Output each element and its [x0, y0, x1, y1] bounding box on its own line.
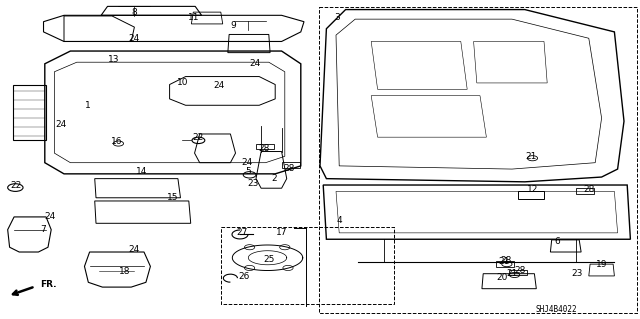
Text: 16: 16 — [111, 137, 123, 146]
Text: 2: 2 — [271, 174, 276, 182]
Text: 24: 24 — [241, 158, 253, 167]
Text: 24: 24 — [129, 34, 140, 43]
Text: 24: 24 — [213, 81, 225, 90]
Text: 24: 24 — [129, 245, 140, 254]
Text: 28: 28 — [284, 164, 295, 173]
Text: 28: 28 — [514, 266, 525, 275]
Text: SHJ4B4022: SHJ4B4022 — [536, 305, 578, 314]
Text: 9: 9 — [231, 21, 236, 30]
Text: 25: 25 — [263, 256, 275, 264]
Text: 24: 24 — [249, 59, 260, 68]
Text: 5: 5 — [246, 167, 251, 176]
Text: 28: 28 — [500, 256, 511, 265]
Text: 21: 21 — [499, 257, 510, 266]
Text: 10: 10 — [177, 78, 188, 87]
Text: 23: 23 — [247, 179, 259, 188]
Text: FR.: FR. — [40, 280, 57, 289]
Text: 26: 26 — [239, 272, 250, 281]
Text: 20: 20 — [497, 273, 508, 282]
Text: 28: 28 — [259, 144, 270, 153]
Bar — [509, 270, 527, 275]
Text: 13: 13 — [108, 56, 120, 64]
Text: 15: 15 — [167, 193, 179, 202]
Bar — [518, 191, 544, 199]
Text: 4: 4 — [337, 216, 342, 225]
Text: 7: 7 — [41, 225, 46, 234]
Text: 18: 18 — [119, 267, 131, 276]
Bar — [282, 162, 300, 168]
Text: 27: 27 — [236, 228, 248, 237]
Text: 14: 14 — [136, 167, 148, 176]
Bar — [256, 144, 274, 149]
Text: 23: 23 — [572, 269, 583, 278]
Text: 11: 11 — [188, 13, 199, 22]
Bar — [319, 7, 637, 313]
Bar — [221, 227, 394, 304]
Text: 19: 19 — [596, 260, 607, 269]
Text: 3: 3 — [335, 13, 340, 22]
Text: 24: 24 — [44, 212, 56, 221]
Text: 12: 12 — [527, 185, 538, 194]
Bar — [576, 188, 594, 194]
Text: 24: 24 — [55, 120, 67, 129]
Text: 22: 22 — [193, 133, 204, 142]
Text: 6: 6 — [554, 237, 559, 246]
Text: 21: 21 — [506, 269, 518, 278]
Bar — [496, 261, 514, 267]
Text: 28: 28 — [583, 185, 595, 194]
Text: 21: 21 — [525, 152, 537, 161]
Text: 22: 22 — [10, 181, 22, 189]
Text: 17: 17 — [276, 228, 287, 237]
Text: 1: 1 — [86, 101, 91, 110]
Text: 8: 8 — [132, 8, 137, 17]
